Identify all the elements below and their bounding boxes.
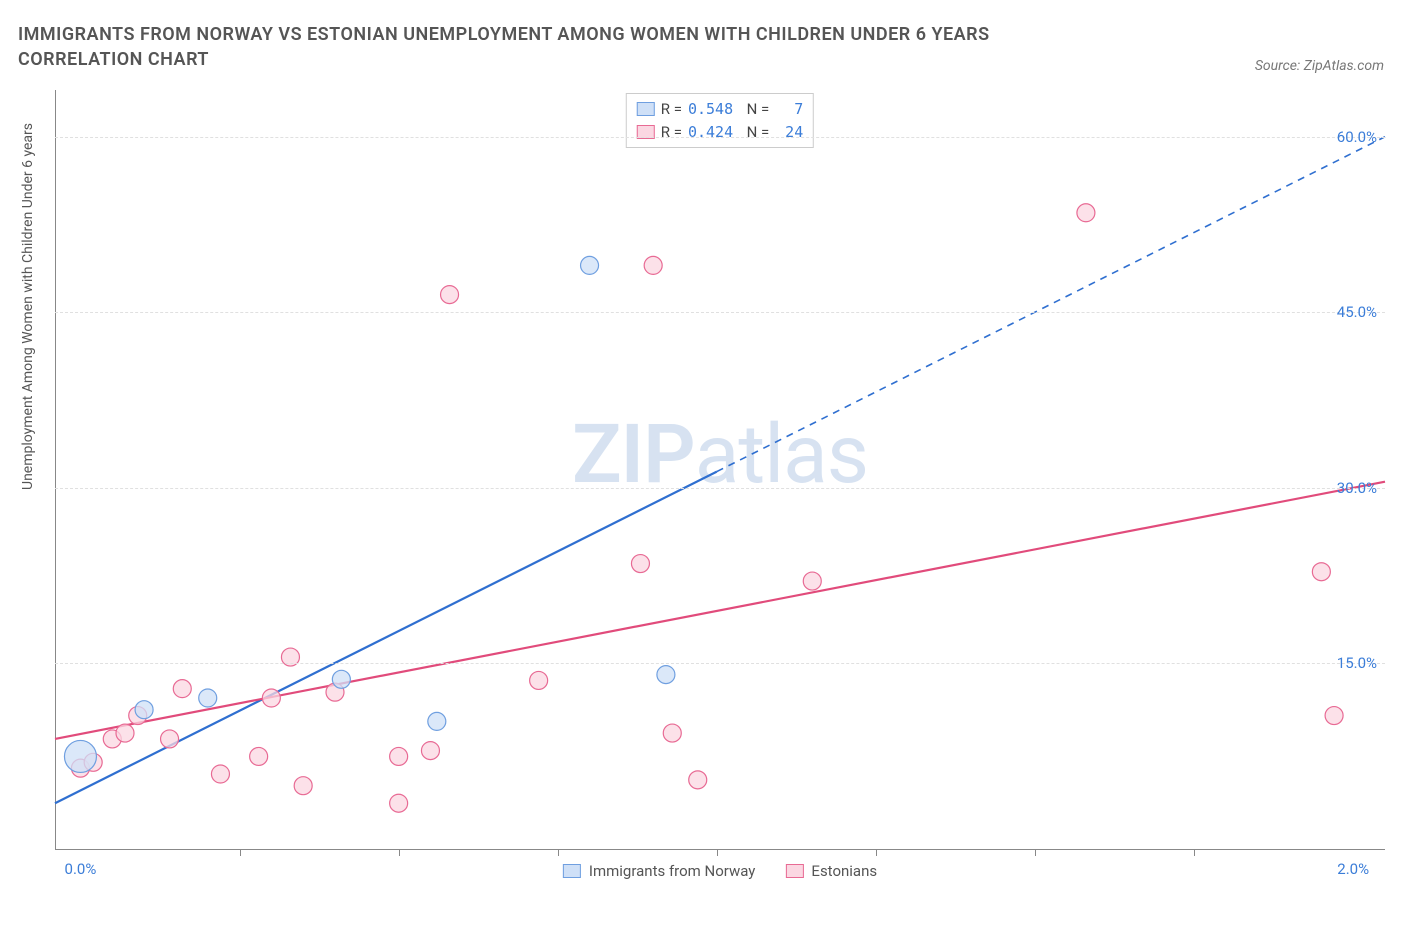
ytick-label: 30.0% — [1337, 479, 1377, 497]
xtick-label: 2.0% — [1337, 860, 1369, 878]
xtick-mark — [1194, 850, 1195, 856]
plot-area: ZIPatlas R = 0.548 N = 7 R = 0.424 N = 2… — [55, 90, 1385, 850]
source-credit: Source: ZipAtlas.com — [1255, 58, 1384, 74]
gridline — [55, 312, 1385, 313]
ytick-label: 60.0% — [1337, 128, 1377, 146]
legend-label: Immigrants from Norway — [589, 862, 756, 880]
plot-svg — [55, 90, 1385, 850]
legend-swatch-pink-icon — [785, 864, 803, 878]
gridline — [55, 137, 1385, 138]
series-legend: Immigrants from Norway Estonians — [563, 862, 877, 880]
xtick-mark — [876, 850, 877, 856]
xtick-mark — [240, 850, 241, 856]
xtick-mark — [1035, 850, 1036, 856]
xtick-mark — [399, 850, 400, 856]
legend-label: Estonians — [811, 862, 877, 880]
legend-item-pink: Estonians — [785, 862, 877, 880]
xtick-label: 0.0% — [65, 860, 97, 878]
y-axis-label: Unemployment Among Women with Children U… — [20, 123, 36, 490]
gridline — [55, 488, 1385, 489]
ytick-label: 15.0% — [1337, 654, 1377, 672]
xtick-mark — [558, 850, 559, 856]
legend-swatch-blue-icon — [563, 864, 581, 878]
legend-item-blue: Immigrants from Norway — [563, 862, 756, 880]
gridline — [55, 663, 1385, 664]
chart-title: IMMIGRANTS FROM NORWAY VS ESTONIAN UNEMP… — [18, 22, 1118, 72]
xtick-mark — [717, 850, 718, 856]
ytick-label: 45.0% — [1337, 303, 1377, 321]
